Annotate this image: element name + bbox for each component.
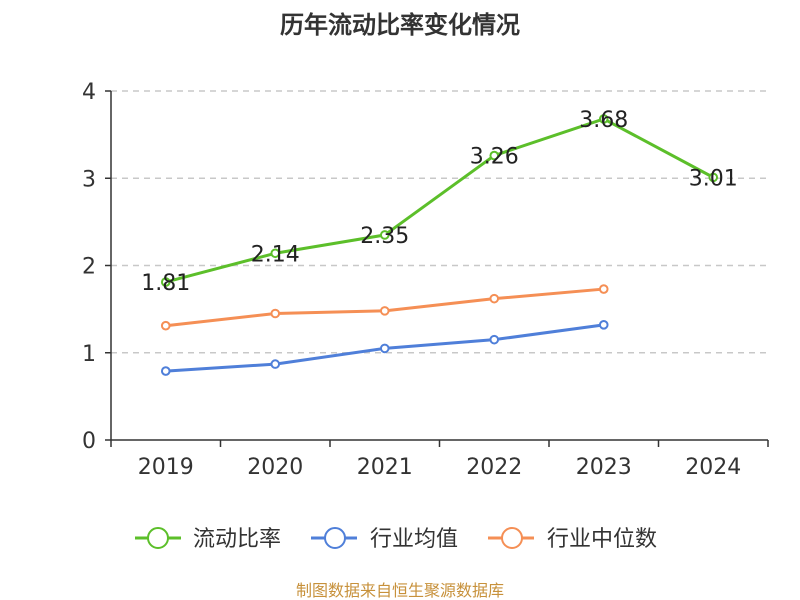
data-labels: 1.81 2.14 2.35 3.26 3.68 3.01: [141, 108, 737, 296]
series-line: [165, 117, 714, 284]
legend-item[interactable]: 行业中位数: [488, 527, 657, 552]
y-tick-label: 3: [82, 167, 96, 192]
data-label: 2.35: [360, 224, 409, 249]
data-point[interactable]: [598, 284, 609, 294]
data-point[interactable]: [160, 277, 171, 287]
legend-marker: [147, 527, 169, 549]
legend-marker: [324, 527, 346, 549]
legend-label: 行业中位数: [547, 527, 657, 552]
chart-title: 历年流动比率变化情况: [280, 11, 520, 39]
data-label: 3.26: [470, 145, 519, 170]
x-tick-label: 2023: [576, 455, 632, 480]
data-point[interactable]: [160, 366, 171, 376]
data-label: 3.01: [689, 166, 738, 191]
data-label: 2.14: [251, 242, 300, 267]
data-point[interactable]: [489, 293, 500, 304]
data-point[interactable]: [270, 308, 281, 319]
x-tick-label: 2019: [138, 455, 194, 480]
data-point[interactable]: [379, 343, 390, 354]
legend[interactable]: 流动比率 行业均值 行业中位数: [135, 527, 657, 552]
series: [160, 114, 719, 376]
x-tick-label: 2024: [685, 455, 741, 480]
data-point[interactable]: [270, 359, 281, 369]
data-point[interactable]: [708, 172, 719, 183]
data-label: 1.81: [141, 271, 190, 296]
x-tick-label: 2022: [466, 455, 522, 480]
y-tick-label: 0: [82, 429, 96, 454]
data-point[interactable]: [270, 248, 281, 259]
data-point[interactable]: [598, 320, 609, 330]
data-label: 3.68: [579, 108, 628, 133]
data-point[interactable]: [379, 230, 390, 240]
data-point[interactable]: [160, 320, 171, 331]
legend-label: 行业均值: [370, 527, 458, 552]
grid: [111, 90, 768, 354]
legend-marker: [501, 527, 523, 549]
axes: 0 1 2 3 4 2019 2020 2021 2022 2023 2024: [82, 80, 769, 480]
y-tick-label: 1: [82, 342, 96, 367]
legend-label: 流动比率: [193, 527, 281, 552]
y-tick-label: 4: [82, 80, 96, 105]
data-point[interactable]: [489, 150, 500, 161]
data-point[interactable]: [598, 114, 609, 124]
y-tick-label: 2: [82, 255, 96, 280]
x-tick-label: 2020: [247, 455, 303, 480]
legend-item[interactable]: 行业均值: [311, 527, 458, 552]
legend-item[interactable]: 流动比率: [135, 527, 281, 552]
data-point[interactable]: [489, 334, 500, 345]
x-tick-label: 2021: [357, 455, 413, 480]
data-point[interactable]: [379, 306, 390, 316]
source-footer: 制图数据来自恒生聚源数据库: [296, 581, 504, 600]
